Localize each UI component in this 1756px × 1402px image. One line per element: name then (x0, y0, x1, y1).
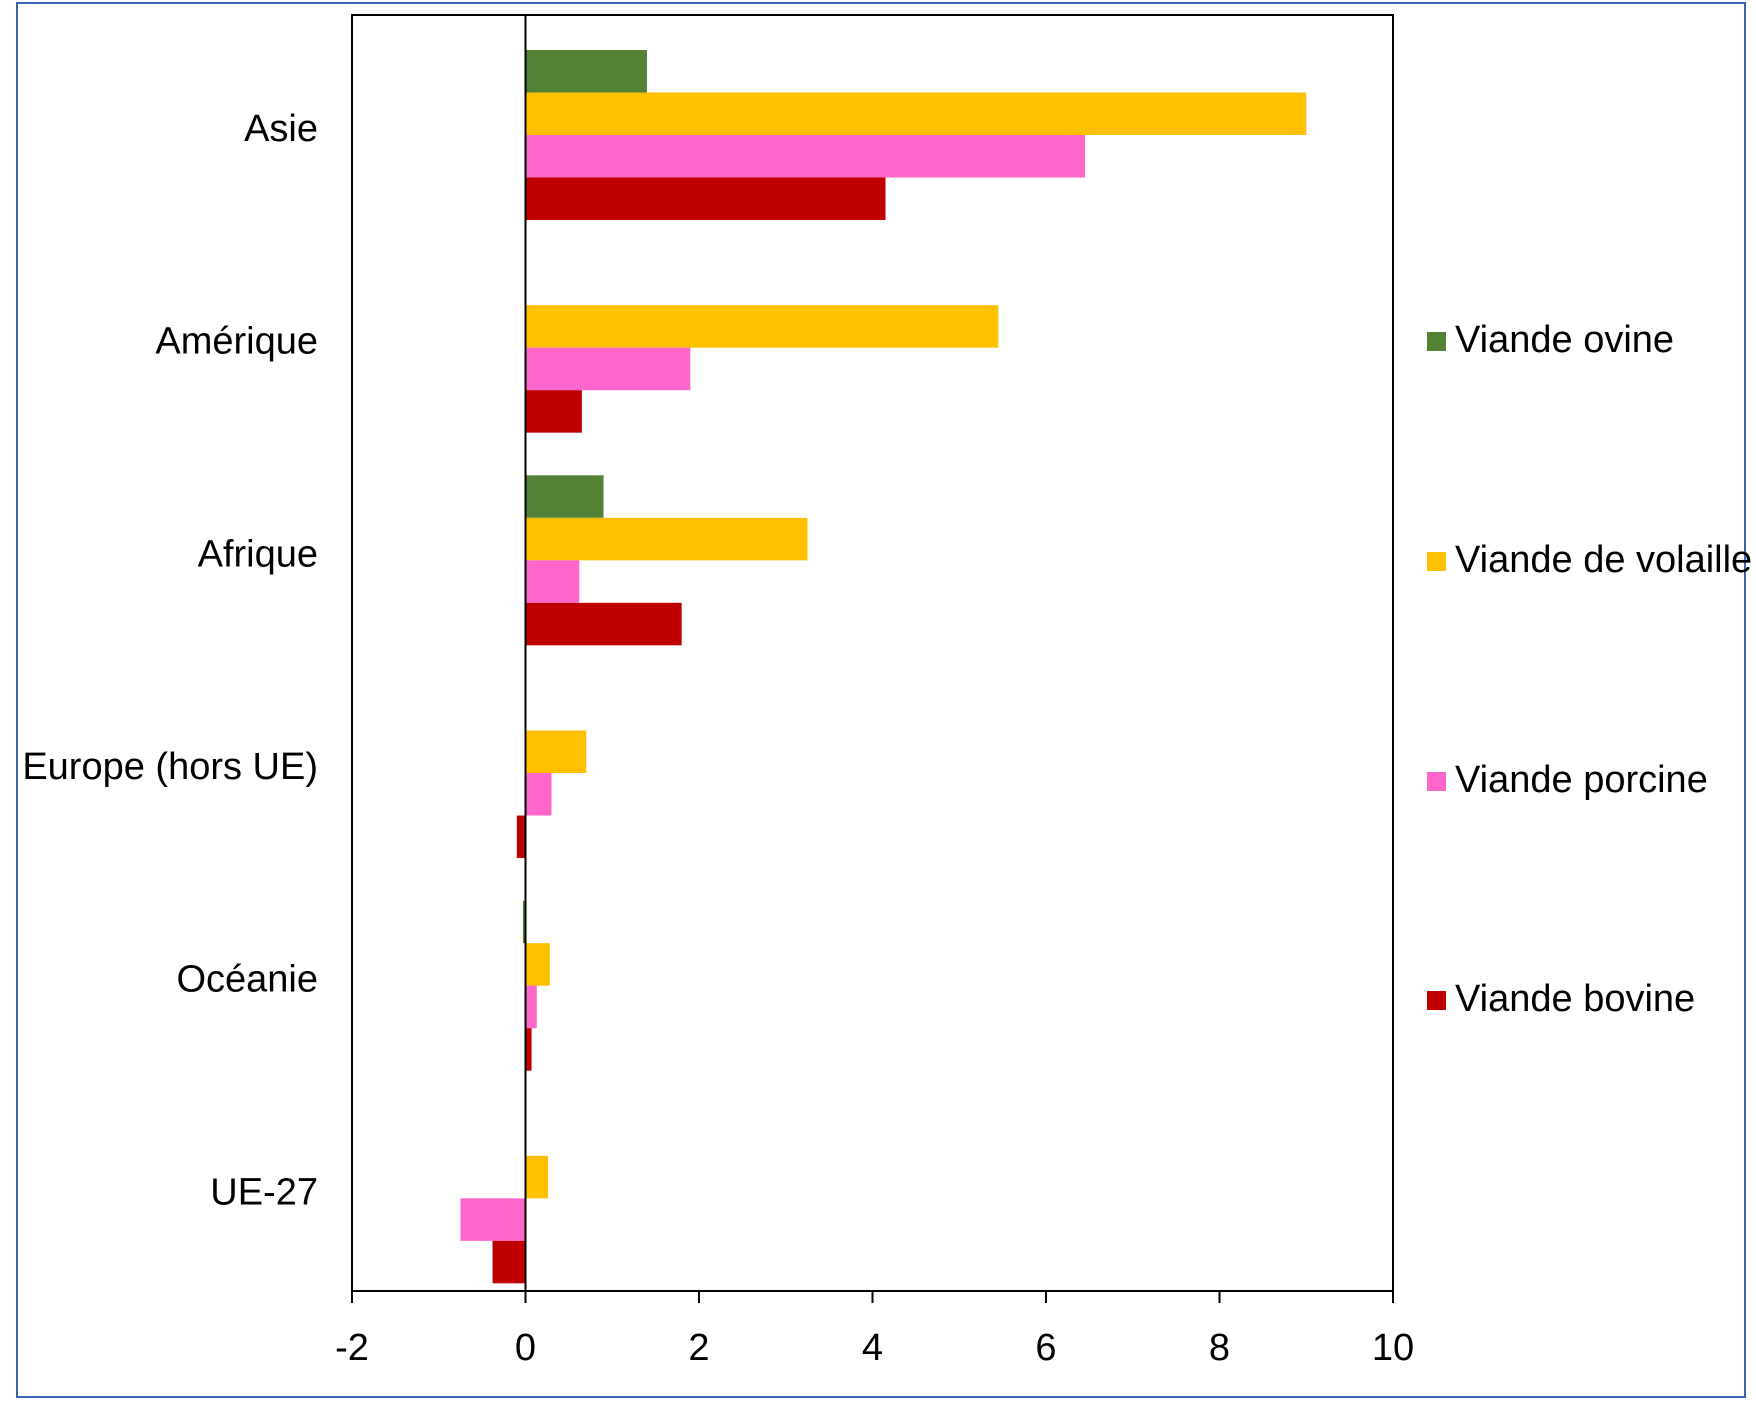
x-tick-label: 8 (1209, 1327, 1230, 1369)
category-label-europe-hors-ue: Europe (hors UE) (22, 746, 318, 788)
x-tick-label: 6 (1035, 1327, 1056, 1369)
bar-amerique-viande-bovine (525, 390, 582, 433)
legend-label-viande-ovine: Viande ovine (1455, 319, 1674, 361)
category-label-oceanie: Océanie (176, 959, 318, 1001)
chart-frame (16, 2, 1746, 1398)
category-label-amerique: Amérique (155, 321, 318, 363)
legend-swatch-viande-bovine (1427, 991, 1446, 1010)
bar-oceanie-viande-porcine (525, 985, 537, 1029)
bar-afrique-viande-porcine (525, 560, 580, 603)
bar-oceanie-viande-bovine (525, 1028, 532, 1071)
legend-swatch-viande-ovine (1427, 332, 1446, 351)
x-tick-label: 2 (688, 1327, 709, 1369)
legend-label-viande-de-volaille: Viande de volaille (1455, 539, 1752, 581)
bar-amerique-viande-de-volaille (525, 305, 999, 348)
bar-oceanie-viande-ovine (522, 900, 526, 944)
x-tick-label: -2 (335, 1327, 369, 1369)
x-tick-label: 0 (515, 1327, 536, 1369)
bar-ue-27-viande-de-volaille (525, 1155, 549, 1199)
category-label-afrique: Afrique (198, 533, 318, 575)
bar-asie-viande-porcine (525, 135, 1086, 178)
bar-afrique-viande-bovine (525, 602, 682, 646)
category-label-asie: Asie (244, 108, 318, 150)
bar-asie-viande-bovine (525, 177, 886, 220)
legend: Viande ovine Viande de volaille Viande por… (1427, 319, 1752, 1020)
bar-ue-27-viande-porcine (460, 1198, 526, 1241)
legend-swatch-viande-porcine (1427, 772, 1446, 791)
x-tick-label: 10 (1372, 1327, 1414, 1369)
bar-europe-hors-ue-viande-porcine (525, 773, 552, 816)
x-axis: -2 0 2 4 6 8 10 (335, 1291, 1414, 1369)
category-labels: Asie Amérique Afrique Europe (hors UE) Océan… (22, 108, 318, 1213)
legend-label-viande-bovine: Viande bovine (1455, 978, 1695, 1020)
bar-afrique-viande-de-volaille (525, 517, 808, 561)
legend-swatch-viande-de-volaille (1427, 552, 1446, 571)
bar-europe-hors-ue-viande-de-volaille (525, 730, 587, 773)
bar-ue-27-viande-bovine (492, 1240, 526, 1284)
bar-europe-hors-ue-viande-bovine (516, 815, 526, 858)
bar-asie-viande-ovine (525, 50, 647, 93)
legend-label-viande-porcine: Viande porcine (1455, 759, 1708, 801)
bar-asie-viande-de-volaille (525, 92, 1307, 135)
category-label-ue-27: UE-27 (210, 1171, 318, 1213)
x-tick-label: 4 (862, 1327, 883, 1369)
bars-group (460, 50, 1307, 1284)
bar-amerique-viande-porcine (525, 347, 691, 391)
bar-afrique-viande-ovine (525, 475, 604, 518)
bar-oceanie-viande-de-volaille (525, 943, 550, 986)
